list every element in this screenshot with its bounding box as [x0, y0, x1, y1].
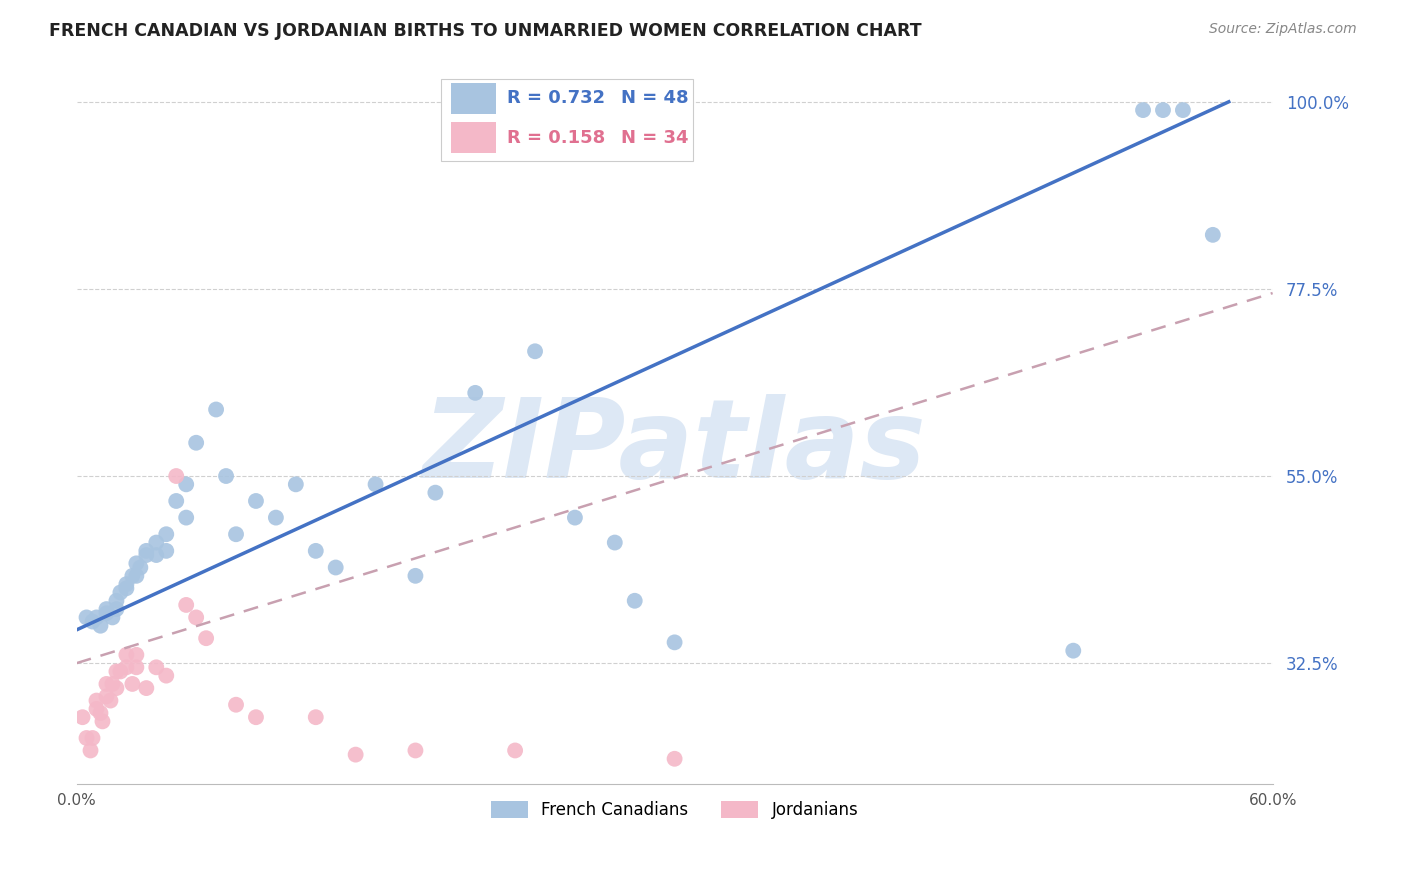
- Text: N = 34: N = 34: [621, 128, 689, 146]
- Point: [110, 665, 132, 679]
- Point: [165, 469, 187, 483]
- Point: [105, 681, 128, 695]
- Point: [121, 677, 143, 691]
- Point: [86, 610, 108, 624]
- Point: [89, 618, 111, 632]
- Bar: [441, 79, 693, 161]
- Point: [110, 585, 132, 599]
- Point: [135, 544, 157, 558]
- Point: [72, 710, 94, 724]
- Point: [1132, 103, 1154, 117]
- Point: [101, 610, 124, 624]
- Text: Source: ZipAtlas.com: Source: ZipAtlas.com: [1209, 22, 1357, 37]
- Point: [86, 702, 108, 716]
- Point: [125, 660, 148, 674]
- Point: [503, 743, 526, 757]
- Legend: French Canadians, Jordanians: French Canadians, Jordanians: [484, 794, 865, 825]
- Point: [404, 569, 426, 583]
- Point: [344, 747, 367, 762]
- Point: [186, 435, 208, 450]
- Point: [225, 527, 247, 541]
- Point: [125, 569, 148, 583]
- Point: [96, 602, 118, 616]
- Point: [86, 693, 108, 707]
- Point: [91, 714, 114, 729]
- Point: [155, 527, 177, 541]
- Point: [564, 510, 586, 524]
- Point: [325, 560, 347, 574]
- Point: [664, 752, 686, 766]
- Point: [125, 557, 148, 571]
- Point: [464, 385, 486, 400]
- Point: [364, 477, 387, 491]
- Point: [105, 665, 128, 679]
- Point: [89, 706, 111, 720]
- Point: [96, 677, 118, 691]
- Point: [404, 743, 426, 757]
- Point: [76, 610, 98, 624]
- Point: [1171, 103, 1194, 117]
- Point: [121, 569, 143, 583]
- Point: [215, 469, 238, 483]
- Point: [195, 631, 218, 645]
- Point: [115, 660, 138, 674]
- Bar: [451, 122, 496, 153]
- Point: [245, 710, 267, 724]
- Point: [145, 548, 167, 562]
- Point: [125, 648, 148, 662]
- Point: [155, 668, 177, 682]
- Point: [1202, 227, 1225, 242]
- Text: R = 0.732: R = 0.732: [508, 89, 605, 107]
- Point: [1152, 103, 1174, 117]
- Point: [205, 402, 228, 417]
- Point: [186, 610, 208, 624]
- Text: R = 0.158: R = 0.158: [508, 128, 606, 146]
- Point: [101, 677, 124, 691]
- Point: [174, 598, 197, 612]
- Point: [524, 344, 547, 359]
- Point: [129, 560, 152, 574]
- Point: [82, 731, 104, 745]
- Point: [174, 477, 197, 491]
- Point: [79, 743, 101, 757]
- Point: [425, 485, 447, 500]
- Point: [135, 681, 157, 695]
- Point: [145, 660, 167, 674]
- Point: [225, 698, 247, 712]
- Point: [264, 510, 287, 524]
- Point: [115, 648, 138, 662]
- Point: [105, 594, 128, 608]
- Point: [82, 615, 104, 629]
- Point: [96, 690, 118, 704]
- Point: [284, 477, 307, 491]
- Point: [76, 731, 98, 745]
- Point: [115, 577, 138, 591]
- Point: [165, 494, 187, 508]
- Point: [155, 544, 177, 558]
- Point: [623, 594, 645, 608]
- Point: [1062, 643, 1084, 657]
- Text: FRENCH CANADIAN VS JORDANIAN BIRTHS TO UNMARRIED WOMEN CORRELATION CHART: FRENCH CANADIAN VS JORDANIAN BIRTHS TO U…: [49, 22, 922, 40]
- Point: [174, 510, 197, 524]
- Text: ZIPatlas: ZIPatlas: [423, 394, 927, 501]
- Point: [105, 602, 128, 616]
- Point: [664, 635, 686, 649]
- Bar: [451, 83, 496, 114]
- Point: [115, 582, 138, 596]
- Point: [305, 544, 328, 558]
- Point: [305, 710, 328, 724]
- Point: [135, 548, 157, 562]
- Point: [145, 535, 167, 549]
- Point: [603, 535, 626, 549]
- Point: [96, 606, 118, 620]
- Point: [245, 494, 267, 508]
- Point: [100, 693, 122, 707]
- Text: N = 48: N = 48: [621, 89, 689, 107]
